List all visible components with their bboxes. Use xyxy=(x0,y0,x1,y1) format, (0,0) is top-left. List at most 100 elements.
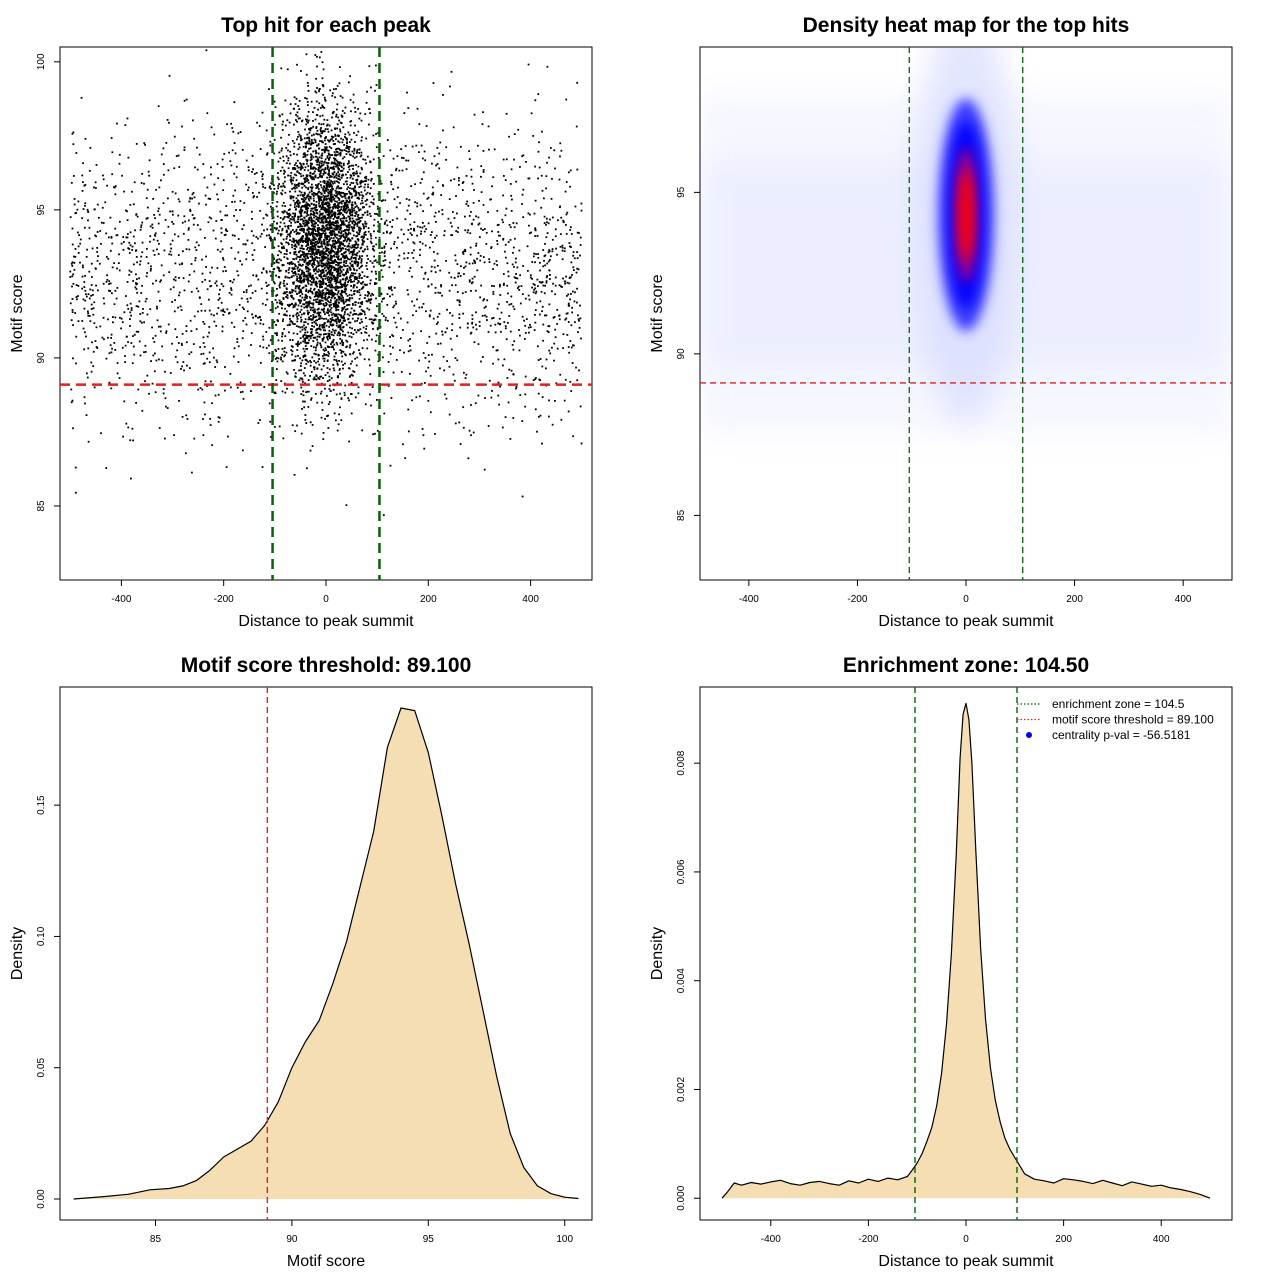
data-point xyxy=(268,234,270,236)
data-point xyxy=(186,325,188,327)
data-point xyxy=(319,156,321,158)
data-point xyxy=(326,162,328,164)
data-point xyxy=(469,158,471,160)
data-point xyxy=(454,217,456,219)
data-point xyxy=(345,150,347,152)
data-point xyxy=(455,423,457,425)
data-point xyxy=(515,388,517,390)
data-point xyxy=(217,177,219,179)
data-point xyxy=(97,204,99,206)
data-point xyxy=(321,256,323,258)
data-point xyxy=(313,326,315,328)
data-point xyxy=(89,298,91,300)
data-point xyxy=(439,313,441,315)
data-point xyxy=(305,326,307,328)
data-point xyxy=(291,303,293,305)
x-tick-label: -400 xyxy=(111,594,131,605)
data-point xyxy=(158,359,160,361)
data-point xyxy=(84,396,86,398)
data-point xyxy=(502,365,504,367)
data-point xyxy=(426,125,428,127)
data-point xyxy=(95,268,97,270)
data-point xyxy=(119,154,121,156)
data-point xyxy=(208,326,210,328)
data-point xyxy=(276,302,278,304)
data-point xyxy=(296,229,298,231)
data-point xyxy=(353,153,355,155)
data-point xyxy=(82,190,84,192)
data-point xyxy=(275,379,277,381)
data-point xyxy=(103,338,105,340)
data-point xyxy=(140,229,142,231)
data-point xyxy=(97,260,99,262)
data-point xyxy=(392,306,394,308)
data-point xyxy=(182,416,184,418)
data-point xyxy=(217,199,219,201)
data-point xyxy=(367,210,369,212)
data-point xyxy=(280,217,282,219)
data-point xyxy=(529,299,531,301)
data-point xyxy=(505,257,507,259)
data-point xyxy=(163,163,165,165)
data-point xyxy=(549,259,551,261)
data-point xyxy=(472,262,474,264)
data-point xyxy=(422,158,424,160)
data-point xyxy=(352,178,354,180)
data-point xyxy=(296,154,298,156)
data-point xyxy=(307,406,309,408)
data-point xyxy=(111,173,113,175)
data-point xyxy=(373,199,375,201)
data-point xyxy=(564,247,566,249)
data-point xyxy=(160,279,162,281)
data-point xyxy=(308,391,310,393)
data-point xyxy=(348,81,350,83)
data-point xyxy=(337,117,339,119)
data-point xyxy=(478,200,480,202)
data-point xyxy=(96,326,98,328)
data-point xyxy=(110,217,112,219)
data-point xyxy=(136,278,138,280)
data-point xyxy=(403,352,405,354)
data-point xyxy=(277,267,279,269)
data-point xyxy=(469,430,471,432)
data-point xyxy=(325,172,327,174)
data-point xyxy=(329,125,331,127)
data-point xyxy=(315,299,317,301)
data-point xyxy=(579,255,581,257)
data-point xyxy=(332,313,334,315)
data-point xyxy=(565,379,567,381)
data-point xyxy=(221,219,223,221)
data-point xyxy=(259,345,261,347)
data-point xyxy=(547,232,549,234)
data-point xyxy=(316,145,318,147)
data-point xyxy=(419,307,421,309)
data-point xyxy=(362,197,364,199)
data-point xyxy=(197,290,199,292)
data-point xyxy=(324,192,326,194)
data-point xyxy=(565,191,567,193)
data-point xyxy=(544,222,546,224)
data-point xyxy=(69,276,71,278)
data-point xyxy=(177,307,179,309)
data-point xyxy=(129,252,131,254)
data-point xyxy=(297,345,299,347)
data-point xyxy=(406,92,408,94)
data-point xyxy=(364,159,366,161)
data-point xyxy=(359,328,361,330)
data-point xyxy=(542,396,544,398)
data-point xyxy=(312,275,314,277)
data-point xyxy=(121,318,123,320)
data-point xyxy=(407,257,409,259)
data-point xyxy=(539,167,541,169)
data-point xyxy=(353,244,355,246)
data-point xyxy=(340,249,342,251)
data-point xyxy=(148,171,150,173)
data-point xyxy=(569,186,571,188)
data-point xyxy=(345,209,347,211)
data-point xyxy=(345,248,347,250)
data-point xyxy=(204,346,206,348)
data-point xyxy=(349,304,351,306)
data-point xyxy=(292,424,294,426)
data-point xyxy=(354,141,356,143)
data-point xyxy=(496,264,498,266)
